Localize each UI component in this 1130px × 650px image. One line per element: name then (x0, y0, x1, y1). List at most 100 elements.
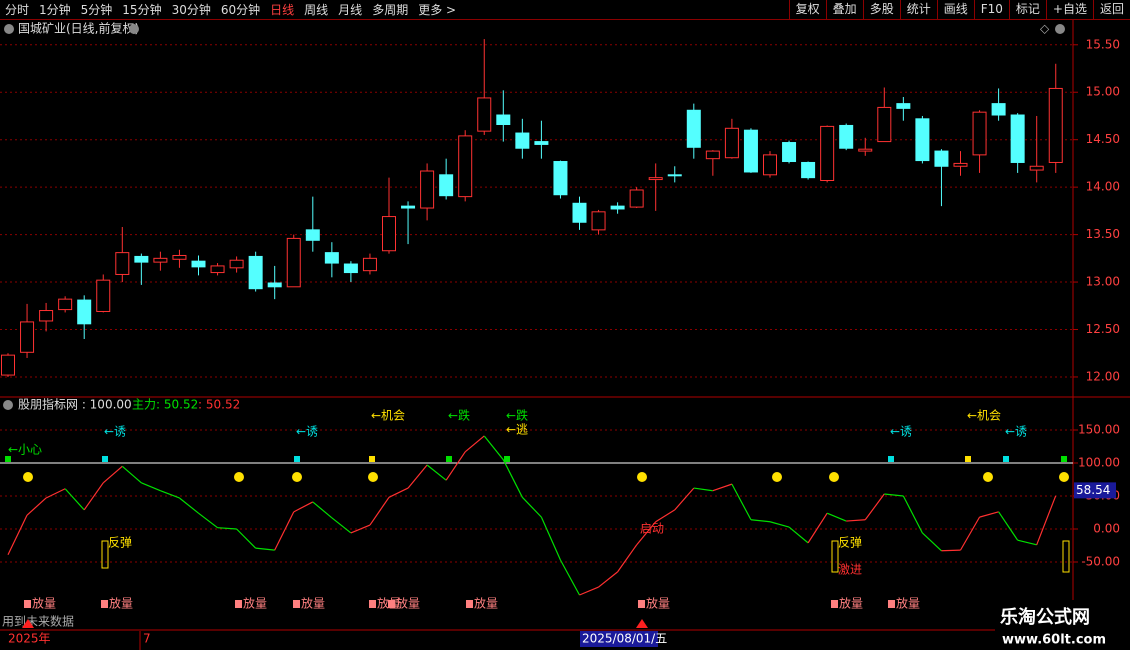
indicator-segment (693, 487, 713, 492)
indicator-segment (864, 493, 885, 521)
indicator-title: 股朋指标网 : 100.00 (18, 397, 132, 412)
indicator-segment (64, 488, 85, 511)
toolbar-button[interactable]: 日线 (270, 3, 295, 17)
volume-label: 放量 (839, 596, 863, 611)
candle-body (401, 205, 416, 209)
volume-marker (638, 600, 645, 608)
indicator-segment (769, 521, 790, 528)
candle-body (96, 279, 111, 312)
indicator-segment (7, 514, 28, 556)
indicator-segment (293, 501, 314, 513)
toolbar-button[interactable]: 复权 (788, 0, 826, 19)
toolbar-button[interactable]: 5分钟 (80, 3, 113, 17)
candle-body (858, 148, 873, 152)
toolbar-button[interactable]: 多周期 (372, 3, 409, 17)
signal-box (101, 540, 109, 569)
indicator-segment (331, 517, 352, 534)
watermark: www.60lt.com (1002, 633, 1106, 648)
indicator-label: : 50.52 (198, 398, 240, 412)
toolbar-button[interactable]: 更多 > (418, 3, 457, 17)
annotation: ←机会 (967, 409, 1001, 423)
candle-body (743, 129, 758, 173)
toolbar-button[interactable]: 标记 (1008, 0, 1046, 19)
volume-label: 放量 (646, 596, 670, 611)
indicator-segment (921, 532, 942, 552)
signal-dot (1059, 472, 1069, 482)
annotation: 反弹 (108, 536, 132, 550)
toolbar-button[interactable]: 周线 (304, 3, 329, 17)
toolbar-button[interactable]: 叠加 (825, 0, 863, 19)
volume-marker (888, 600, 895, 608)
annotation: ←机会 (371, 409, 405, 423)
annotation: ←诱 (890, 425, 912, 439)
volume-label: 放量 (301, 596, 325, 611)
indicator-segment (255, 547, 275, 551)
toolbar-button[interactable]: 1分钟 (39, 3, 71, 17)
candle-body (610, 205, 625, 210)
dropdown-icon[interactable] (1055, 24, 1065, 34)
signal-dot (368, 472, 378, 482)
signal-box (1062, 540, 1070, 573)
candle-body (343, 263, 358, 274)
signal-dot (829, 472, 839, 482)
candle-body (648, 177, 663, 181)
note: 用到未来数据 (2, 614, 74, 629)
watermark-bg (995, 600, 1130, 650)
toolbar-button[interactable]: 30分钟 (171, 3, 211, 17)
icon[interactable]: ◇ (1040, 22, 1050, 36)
candle-body (534, 141, 549, 145)
candle-body (458, 135, 473, 198)
candle-body (972, 111, 987, 156)
volume-marker (831, 600, 838, 608)
indicator-segment (559, 559, 581, 596)
candle-body (515, 132, 530, 149)
signal-square (102, 456, 108, 462)
candle-body (153, 257, 168, 263)
candle-body (382, 216, 396, 252)
indicator-segment (998, 511, 1019, 541)
candle-body (324, 252, 339, 264)
dropdown-icon[interactable] (129, 24, 139, 34)
toolbar-button[interactable]: +自选 (1045, 0, 1093, 19)
y-tick-label: 12.50 (1086, 322, 1120, 336)
menu-icon[interactable] (4, 24, 14, 34)
y-tick-label: 15.00 (1086, 85, 1120, 99)
candle-body (134, 255, 149, 263)
candle-body (305, 229, 320, 241)
toolbar-button[interactable]: 15分钟 (122, 3, 162, 17)
candle-body (877, 106, 892, 143)
toolbar-button[interactable]: F10 (973, 0, 1009, 19)
candle-body (839, 124, 854, 149)
toolbar-button[interactable]: 统计 (899, 0, 937, 19)
toolbar-button[interactable]: 多股 (862, 0, 900, 19)
candle-body (1010, 114, 1025, 163)
indicator-segment (502, 459, 523, 498)
candle-body (782, 142, 797, 163)
volume-label: 放量 (109, 596, 133, 611)
y-tick-label: 15.50 (1086, 37, 1120, 51)
signal-square (1003, 456, 1009, 462)
indicator-segment (198, 512, 218, 529)
candle-body (77, 299, 92, 325)
candle-body (172, 254, 187, 260)
candle-body (667, 174, 682, 177)
indicator-segment (388, 487, 409, 498)
toolbar: 分时 1分钟 5分钟 15分钟 30分钟 60分钟 日线 周线 月线 多周期 更多 > 复权 叠加 多股… (0, 0, 1130, 20)
y-tick-label: 14.50 (1086, 132, 1120, 146)
signal-dot (292, 472, 302, 482)
toolbar-button[interactable]: 60分钟 (220, 3, 261, 17)
indicator-segment (636, 521, 657, 546)
toolbar-button[interactable]: 画线 (936, 0, 974, 19)
toolbar-button[interactable]: 月线 (338, 3, 363, 17)
menu-icon[interactable] (3, 400, 13, 410)
indicator-segment (979, 511, 999, 518)
signal-square (504, 456, 510, 462)
y-tick-label: 150.00 (1078, 423, 1120, 437)
volume-marker (101, 600, 108, 608)
signal-square (888, 456, 894, 462)
toolbar-button[interactable]: 返回 (1092, 0, 1130, 19)
indicator-segment (598, 571, 618, 588)
indicator-segment (426, 464, 447, 481)
toolbar-button[interactable]: 分时 (5, 3, 30, 17)
indicator-segment (274, 511, 295, 551)
